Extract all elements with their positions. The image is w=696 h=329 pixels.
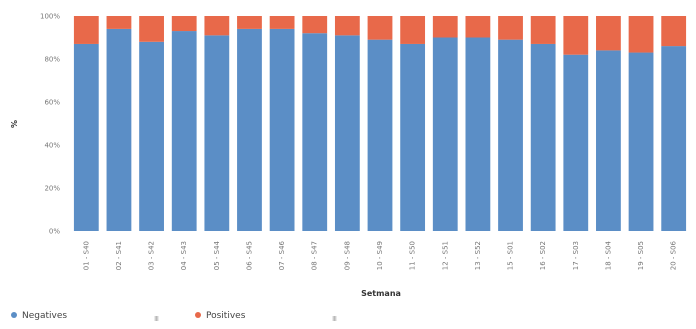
legend-marker-positives	[195, 312, 201, 318]
bar-negatives-15[interactable]	[530, 43, 556, 232]
legend-label-positives[interactable]: Positives	[206, 311, 246, 321]
x-tick-label: 19 - S05	[637, 241, 645, 270]
bar-negatives-17[interactable]	[596, 50, 621, 232]
x-tick-label: 15 - S01	[507, 241, 515, 270]
bar-positives-15[interactable]	[530, 16, 556, 44]
legend: Negatives ≡ Positives ≡	[11, 311, 339, 322]
bar-positives-16[interactable]	[563, 16, 589, 55]
bar-negatives-11[interactable]	[400, 43, 426, 232]
x-axis: 01 - S40 02 - S41 03 - S42 04 - S43 05 - S44…	[82, 240, 677, 270]
y-axis-title: %	[10, 120, 19, 128]
y-tick-label: 20%	[44, 185, 60, 193]
x-axis-title: Setmana	[361, 289, 401, 298]
x-tick-label: 03 - S42	[148, 241, 156, 270]
legend-marker-negatives	[11, 312, 17, 318]
bar-positives-4[interactable]	[171, 16, 197, 32]
y-tick-label: 100%	[40, 13, 60, 21]
x-tick-label: 02 - S41	[115, 241, 123, 270]
bar-negatives-8[interactable]	[302, 33, 328, 232]
y-tick-label: 0%	[49, 228, 60, 236]
bar-positives-2[interactable]	[106, 16, 132, 29]
x-tick-label: 16 - S02	[539, 241, 547, 270]
bar-positives-3[interactable]	[139, 16, 164, 42]
x-tick-label: 07 - S46	[278, 240, 286, 270]
bar-negatives-3[interactable]	[139, 41, 164, 231]
bar-negatives-18[interactable]	[628, 52, 654, 231]
bar-positives-14[interactable]	[498, 16, 523, 40]
legend-menu-icon[interactable]: ≡	[152, 315, 161, 322]
x-tick-label: 08 - S47	[311, 241, 319, 270]
bar-positives-10[interactable]	[367, 16, 393, 40]
bar-positives-11[interactable]	[400, 16, 426, 44]
bar-positives-5[interactable]	[204, 16, 230, 36]
x-tick-label: 01 - S40	[82, 241, 90, 270]
x-tick-label: 13 - S52	[474, 241, 482, 270]
y-tick-label: 40%	[44, 142, 60, 150]
bar-negatives-10[interactable]	[367, 39, 393, 232]
bar-negatives-7[interactable]	[269, 28, 295, 232]
bar-positives-17[interactable]	[596, 16, 621, 51]
x-tick-label: 20 - S06	[670, 240, 678, 270]
y-axis: 0% 20% 40% 60% 80% 100%	[40, 13, 60, 236]
x-tick-label: 06 - S45	[245, 241, 253, 270]
x-tick-label: 10 - S49	[376, 241, 384, 270]
bars-layer	[73, 16, 687, 232]
bar-negatives-19[interactable]	[661, 46, 687, 231]
x-tick-label: 04 - S43	[180, 241, 188, 270]
bar-negatives-2[interactable]	[106, 28, 132, 232]
bar-negatives-16[interactable]	[563, 54, 589, 232]
bar-negatives-12[interactable]	[432, 37, 458, 232]
legend-label-negatives[interactable]: Negatives	[22, 311, 67, 321]
bar-negatives-9[interactable]	[334, 35, 360, 231]
bar-negatives-14[interactable]	[498, 39, 523, 232]
bar-positives-18[interactable]	[628, 16, 654, 53]
bar-positives-8[interactable]	[302, 16, 328, 34]
y-tick-label: 80%	[44, 56, 60, 64]
bar-positives-13[interactable]	[465, 16, 491, 38]
bar-positives-9[interactable]	[334, 16, 360, 36]
bar-negatives-6[interactable]	[237, 28, 262, 232]
x-tick-label: 09 - S48	[343, 241, 351, 270]
bar-negatives-5[interactable]	[204, 35, 230, 231]
bar-negatives-1[interactable]	[73, 43, 99, 232]
bar-positives-19[interactable]	[661, 16, 687, 47]
x-tick-label: 17 - S03	[572, 241, 580, 270]
x-tick-label: 18 - S04	[604, 240, 612, 270]
bar-positives-12[interactable]	[432, 16, 458, 38]
legend-menu-icon[interactable]: ≡	[330, 315, 339, 322]
x-tick-label: 12 - S51	[441, 241, 449, 270]
bar-positives-1[interactable]	[73, 16, 99, 44]
x-tick-label: 05 - S44	[213, 240, 221, 270]
bar-negatives-13[interactable]	[465, 37, 491, 232]
bar-negatives-4[interactable]	[171, 31, 197, 231]
x-tick-label: 11 - S50	[409, 241, 417, 270]
y-tick-label: 60%	[44, 99, 60, 107]
bar-positives-6[interactable]	[237, 16, 262, 29]
bar-positives-7[interactable]	[269, 16, 295, 29]
